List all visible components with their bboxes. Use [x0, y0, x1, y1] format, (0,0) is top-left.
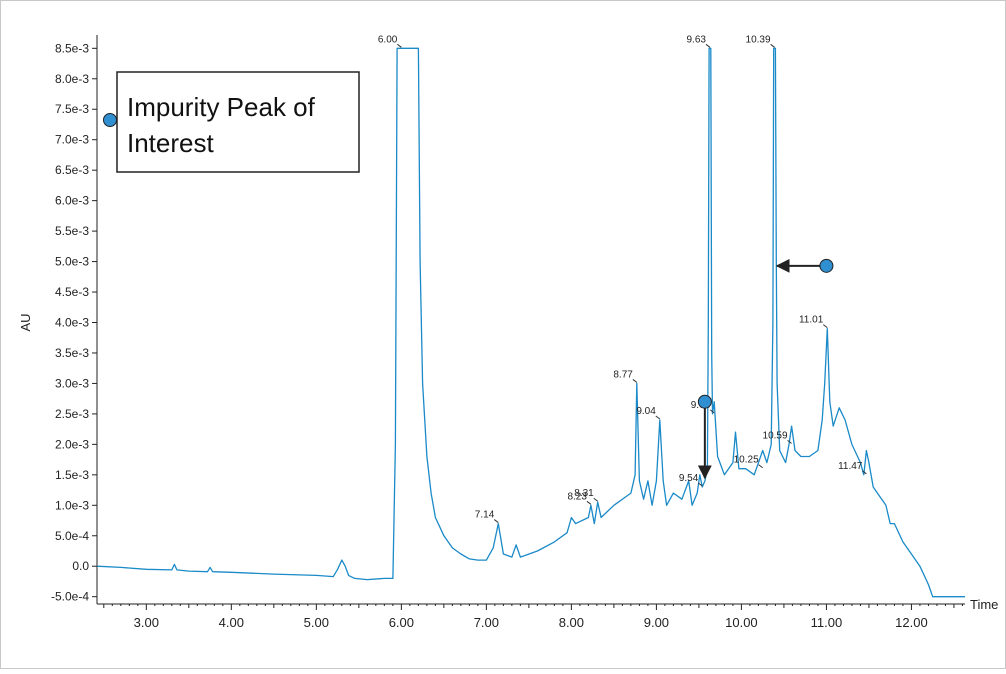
legend: Impurity Peak of Interest	[103, 71, 360, 173]
peak-label-leader	[593, 497, 599, 502]
y-tick-label: 2.0e-3	[55, 437, 89, 451]
x-tick-label: 8.00	[559, 615, 584, 630]
y-tick-label: 6.5e-3	[55, 163, 89, 177]
x-tick-label: 6.00	[389, 615, 414, 630]
peak-label: 11.47	[838, 461, 863, 472]
peak-label-leader	[698, 482, 703, 487]
x-tick-label: 3.00	[134, 615, 159, 630]
y-tick-label: 6.0e-3	[55, 194, 89, 208]
peak-label-leader	[586, 500, 592, 505]
y-tick-label: 0.0	[72, 559, 89, 573]
y-tick-label: 8.5e-3	[55, 41, 89, 55]
peak-label-leader	[493, 519, 499, 523]
peak-label: 10.59	[763, 430, 788, 441]
peak-label-leader	[758, 464, 763, 469]
legend-marker	[103, 113, 117, 127]
peak-label-leader	[397, 43, 402, 48]
peak-label: 9.04	[636, 406, 656, 417]
annotations	[697, 258, 834, 480]
peak-label-leader	[709, 409, 715, 414]
y-tick-label: 1.5e-3	[55, 468, 89, 482]
x-tick-label: 9.00	[644, 615, 669, 630]
y-tick-label: 3.0e-3	[55, 376, 89, 390]
annotation-marker	[819, 258, 834, 273]
y-tick-label: 4.0e-3	[55, 316, 89, 330]
y-tick-label: -5.0e-4	[51, 590, 89, 604]
peak-label-leader	[787, 439, 792, 444]
y-tick-label: 7.0e-3	[55, 133, 89, 147]
x-axis-label: Time	[970, 597, 998, 612]
y-tick-label: 5.5e-3	[55, 224, 89, 238]
peak-label: 6.00	[378, 34, 398, 45]
peak-label: 8.23	[567, 491, 587, 502]
peak-label-leader	[770, 43, 775, 48]
peak-label: 7.14	[475, 510, 495, 521]
peak-label-leader	[822, 324, 828, 328]
legend-text-line-1: Impurity Peak of	[127, 92, 316, 122]
y-tick-label: 8.0e-3	[55, 72, 89, 86]
peak-label: 11.01	[799, 315, 824, 326]
y-axis-label: AU	[18, 313, 33, 331]
y-tick-label: 1.0e-3	[55, 498, 89, 512]
y-tick-label: 5.0e-4	[55, 529, 89, 543]
peak-label: 8.31	[574, 488, 594, 499]
x-tick-label: 10.00	[725, 615, 758, 630]
y-tick-label: 3.5e-3	[55, 346, 89, 360]
plot-area	[96, 47, 965, 598]
chromatogram-trace	[96, 47, 965, 598]
peak-label: 9.54	[679, 473, 699, 484]
peak-label-leader	[632, 379, 638, 383]
peak-label-leader	[705, 43, 711, 48]
x-tick-label: 4.00	[219, 615, 244, 630]
axes: 3.00 4.00 5.00 6.00 7.00 8.00 9.00 10.00 11.00 12…	[18, 35, 998, 630]
legend-box	[116, 71, 360, 173]
y-tick-label: 2.5e-3	[55, 407, 89, 421]
y-tick-label: 5.0e-3	[55, 255, 89, 269]
peak-label: 10.25	[734, 455, 759, 466]
x-tick-label: 7.00	[474, 615, 499, 630]
y-tick-label: 4.5e-3	[55, 285, 89, 299]
peak-label: 10.39	[746, 34, 771, 45]
peak-labels: 6.007.148.238.318.779.049.549.639.6810.2…	[378, 34, 867, 523]
peak-label-leader	[862, 470, 867, 475]
y-axis-ticks: -5.0e-4 0.0 5.0e-4 1.0e-3 1.5e-3 2.0e-3 2.5e-3…	[51, 41, 97, 604]
peak-label: 8.77	[613, 369, 633, 380]
peak-label: 9.63	[686, 34, 706, 45]
x-tick-label: 11.00	[811, 615, 843, 630]
annotation-marker	[697, 394, 712, 409]
legend-text-line-2: Interest	[127, 128, 214, 158]
x-tick-label: 12.00	[895, 615, 928, 630]
x-tick-label: 5.00	[304, 615, 329, 630]
x-axis-ticks: 3.00 4.00 5.00 6.00 7.00 8.00 9.00 10.00 11.00 12…	[103, 604, 963, 630]
peak-label-leader	[655, 415, 661, 420]
y-tick-label: 7.5e-3	[55, 102, 89, 116]
